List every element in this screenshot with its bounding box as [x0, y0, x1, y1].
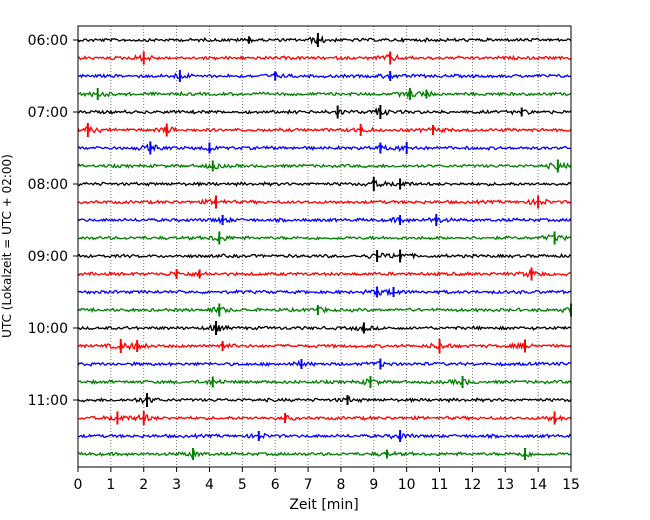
- y-tick-label: 11:00: [28, 393, 68, 409]
- trace-line: [77, 378, 572, 387]
- trace-line: [77, 449, 572, 459]
- trace-line: [77, 287, 572, 297]
- trace-line: [77, 252, 572, 261]
- x-tick-label: 4: [205, 477, 214, 493]
- trace-line: [77, 395, 572, 405]
- trace-row: [77, 339, 572, 353]
- x-tick-label: 3: [172, 477, 181, 493]
- y-tick-label: 10:00: [28, 321, 68, 337]
- trace-row: [77, 70, 572, 82]
- x-tick-label: 14: [529, 477, 547, 493]
- trace-line: [77, 323, 572, 333]
- trace-line: [77, 106, 572, 116]
- trace-row: [77, 430, 572, 442]
- trace-row: [77, 249, 572, 263]
- trace-row: [77, 105, 572, 119]
- x-tick-label: 5: [238, 477, 247, 493]
- trace-row: [77, 376, 572, 388]
- x-tick-label: 2: [139, 477, 148, 493]
- x-tick-label: 12: [463, 477, 481, 493]
- x-axis-label: Zeit [min]: [289, 497, 358, 513]
- trace-row: [77, 448, 572, 460]
- trace-row: [77, 33, 572, 47]
- trace-row: [77, 123, 572, 137]
- trace-row: [77, 177, 572, 191]
- trace-line: [77, 142, 572, 153]
- trace-line: [77, 216, 572, 225]
- trace-line: [77, 359, 572, 368]
- x-tick-label: 7: [304, 477, 313, 493]
- plot-frame: [77, 25, 572, 468]
- y-axis-ticks: 06:00 07:00 08:00 09:00 10:00 11:00: [28, 33, 78, 409]
- trace-row: [77, 51, 572, 65]
- x-tick-label: 10: [398, 477, 416, 493]
- trace-line: [77, 196, 572, 206]
- trace-row: [77, 303, 572, 317]
- y-tick-label: 08:00: [28, 177, 68, 193]
- trace-row: [77, 195, 572, 209]
- trace-row: [77, 358, 572, 370]
- x-tick-label: 11: [431, 477, 449, 493]
- trace-line: [77, 125, 572, 135]
- trace-row: [77, 286, 572, 298]
- trace-row: [77, 231, 572, 245]
- x-tick-label: 15: [562, 477, 580, 493]
- trace-line: [77, 161, 572, 170]
- trace-line: [77, 34, 572, 45]
- x-tick-label: 13: [496, 477, 514, 493]
- x-axis-ticks: 0 1 2 3 4 5 6 7 8 9 10 11 12 13 14 15: [74, 467, 580, 493]
- y-tick-label: 07:00: [28, 105, 68, 121]
- trace-line: [77, 413, 572, 423]
- y-tick-label: 06:00: [28, 33, 68, 49]
- trace-line: [77, 53, 572, 63]
- trace-line: [77, 234, 572, 242]
- x-tick-label: 6: [271, 477, 280, 493]
- trace-row: [77, 321, 572, 335]
- x-tick-label: 8: [336, 477, 345, 493]
- x-tick-label: 0: [74, 477, 83, 493]
- y-axis-label: UTC (Lokalzeit = UTC + 02:00): [0, 154, 14, 338]
- trace-row: [77, 393, 572, 407]
- x-tick-label: 1: [106, 477, 115, 493]
- trace-line: [77, 268, 572, 278]
- trace-line: [77, 71, 572, 80]
- trace-line: [77, 179, 572, 188]
- trace-line: [77, 432, 572, 441]
- trace-row: [77, 88, 572, 100]
- y-tick-label: 09:00: [28, 249, 68, 265]
- trace-row: [77, 141, 572, 155]
- trace-row: [77, 159, 572, 173]
- trace-row: [77, 267, 572, 281]
- trace-row: [77, 411, 572, 425]
- trace-row: [77, 214, 572, 226]
- trace-line: [77, 305, 572, 316]
- trace-rows: [77, 33, 572, 460]
- trace-line: [77, 341, 572, 352]
- trace-line: [77, 90, 572, 100]
- x-tick-label: 9: [369, 477, 378, 493]
